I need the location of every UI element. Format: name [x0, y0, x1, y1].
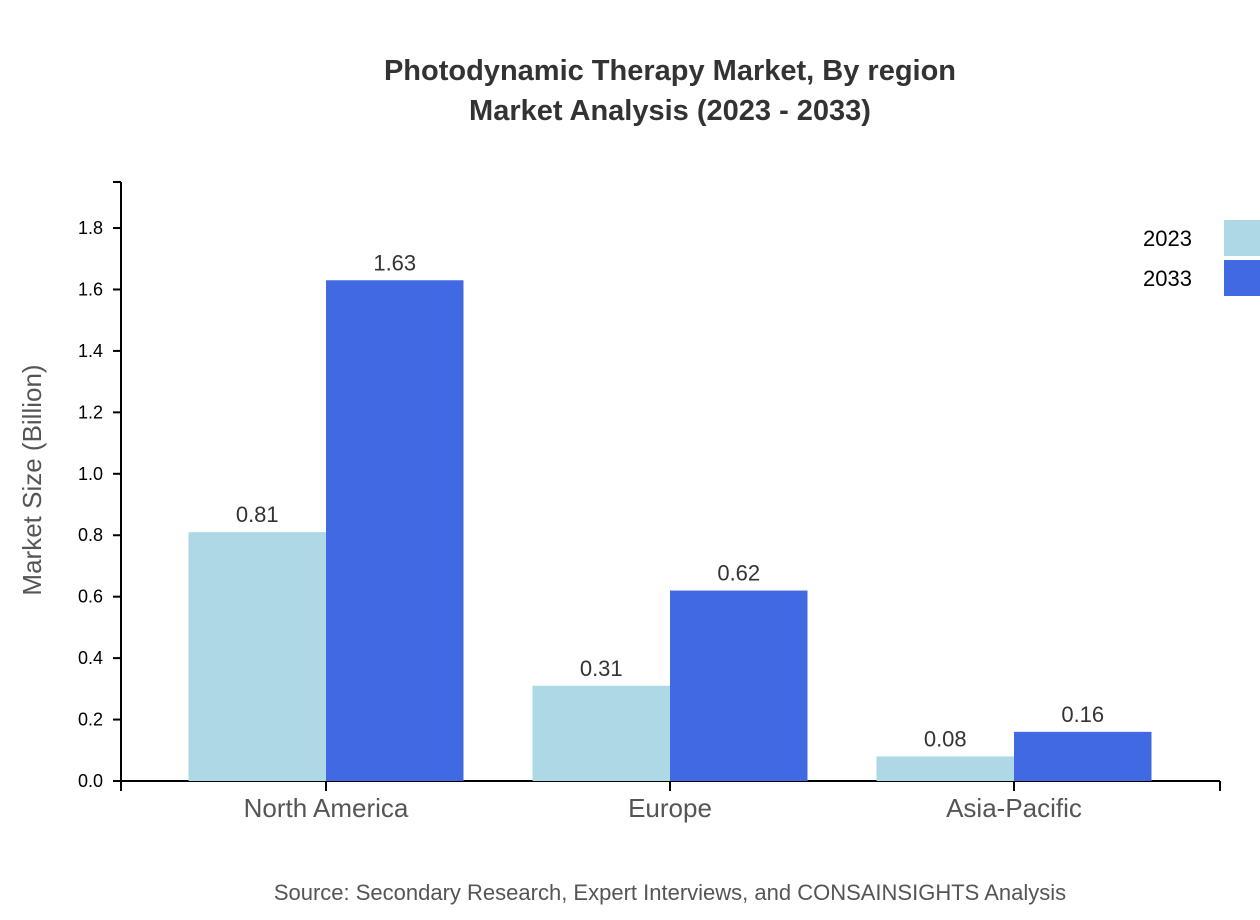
- y-tick-label: 1.6: [78, 279, 103, 299]
- x-tick-label: North America: [244, 793, 409, 823]
- x-tick-label: Asia-Pacific: [946, 793, 1082, 823]
- data-label: 0.81: [236, 502, 279, 527]
- y-tick-label: 1.0: [78, 464, 103, 484]
- bar-2023: [532, 685, 670, 781]
- y-tick-label: 0.2: [78, 710, 103, 730]
- data-label: 0.62: [717, 561, 760, 586]
- data-label: 1.63: [373, 250, 416, 275]
- legend-label: 2023: [1143, 226, 1192, 251]
- data-label: 0.31: [580, 656, 623, 681]
- y-axis-label: Market Size (Billion): [17, 364, 47, 595]
- y-tick-label: 1.2: [78, 402, 103, 422]
- data-label: 0.08: [924, 726, 967, 751]
- legend-swatch: [1224, 220, 1260, 256]
- y-tick-label: 0.0: [78, 771, 103, 791]
- chart-title: Photodynamic Therapy Market, By region: [384, 55, 956, 87]
- data-label: 0.16: [1061, 702, 1104, 727]
- bar-2033: [326, 280, 464, 781]
- legend-swatch: [1224, 260, 1260, 296]
- y-tick-label: 0.6: [78, 587, 103, 607]
- source-note: Source: Secondary Research, Expert Inter…: [274, 880, 1066, 905]
- chart-subtitle: Market Analysis (2023 - 2033): [469, 95, 871, 127]
- y-tick-label: 0.8: [78, 525, 103, 545]
- legend-label: 2033: [1143, 266, 1192, 291]
- bar-2033: [670, 590, 808, 781]
- y-tick-label: 1.4: [78, 341, 103, 361]
- x-tick-label: Europe: [628, 793, 712, 823]
- bar-2033: [1014, 731, 1152, 781]
- y-tick-label: 0.4: [78, 648, 103, 668]
- y-tick-label: 1.8: [78, 218, 103, 238]
- bar-2023: [876, 756, 1014, 781]
- bar-2023: [188, 532, 326, 781]
